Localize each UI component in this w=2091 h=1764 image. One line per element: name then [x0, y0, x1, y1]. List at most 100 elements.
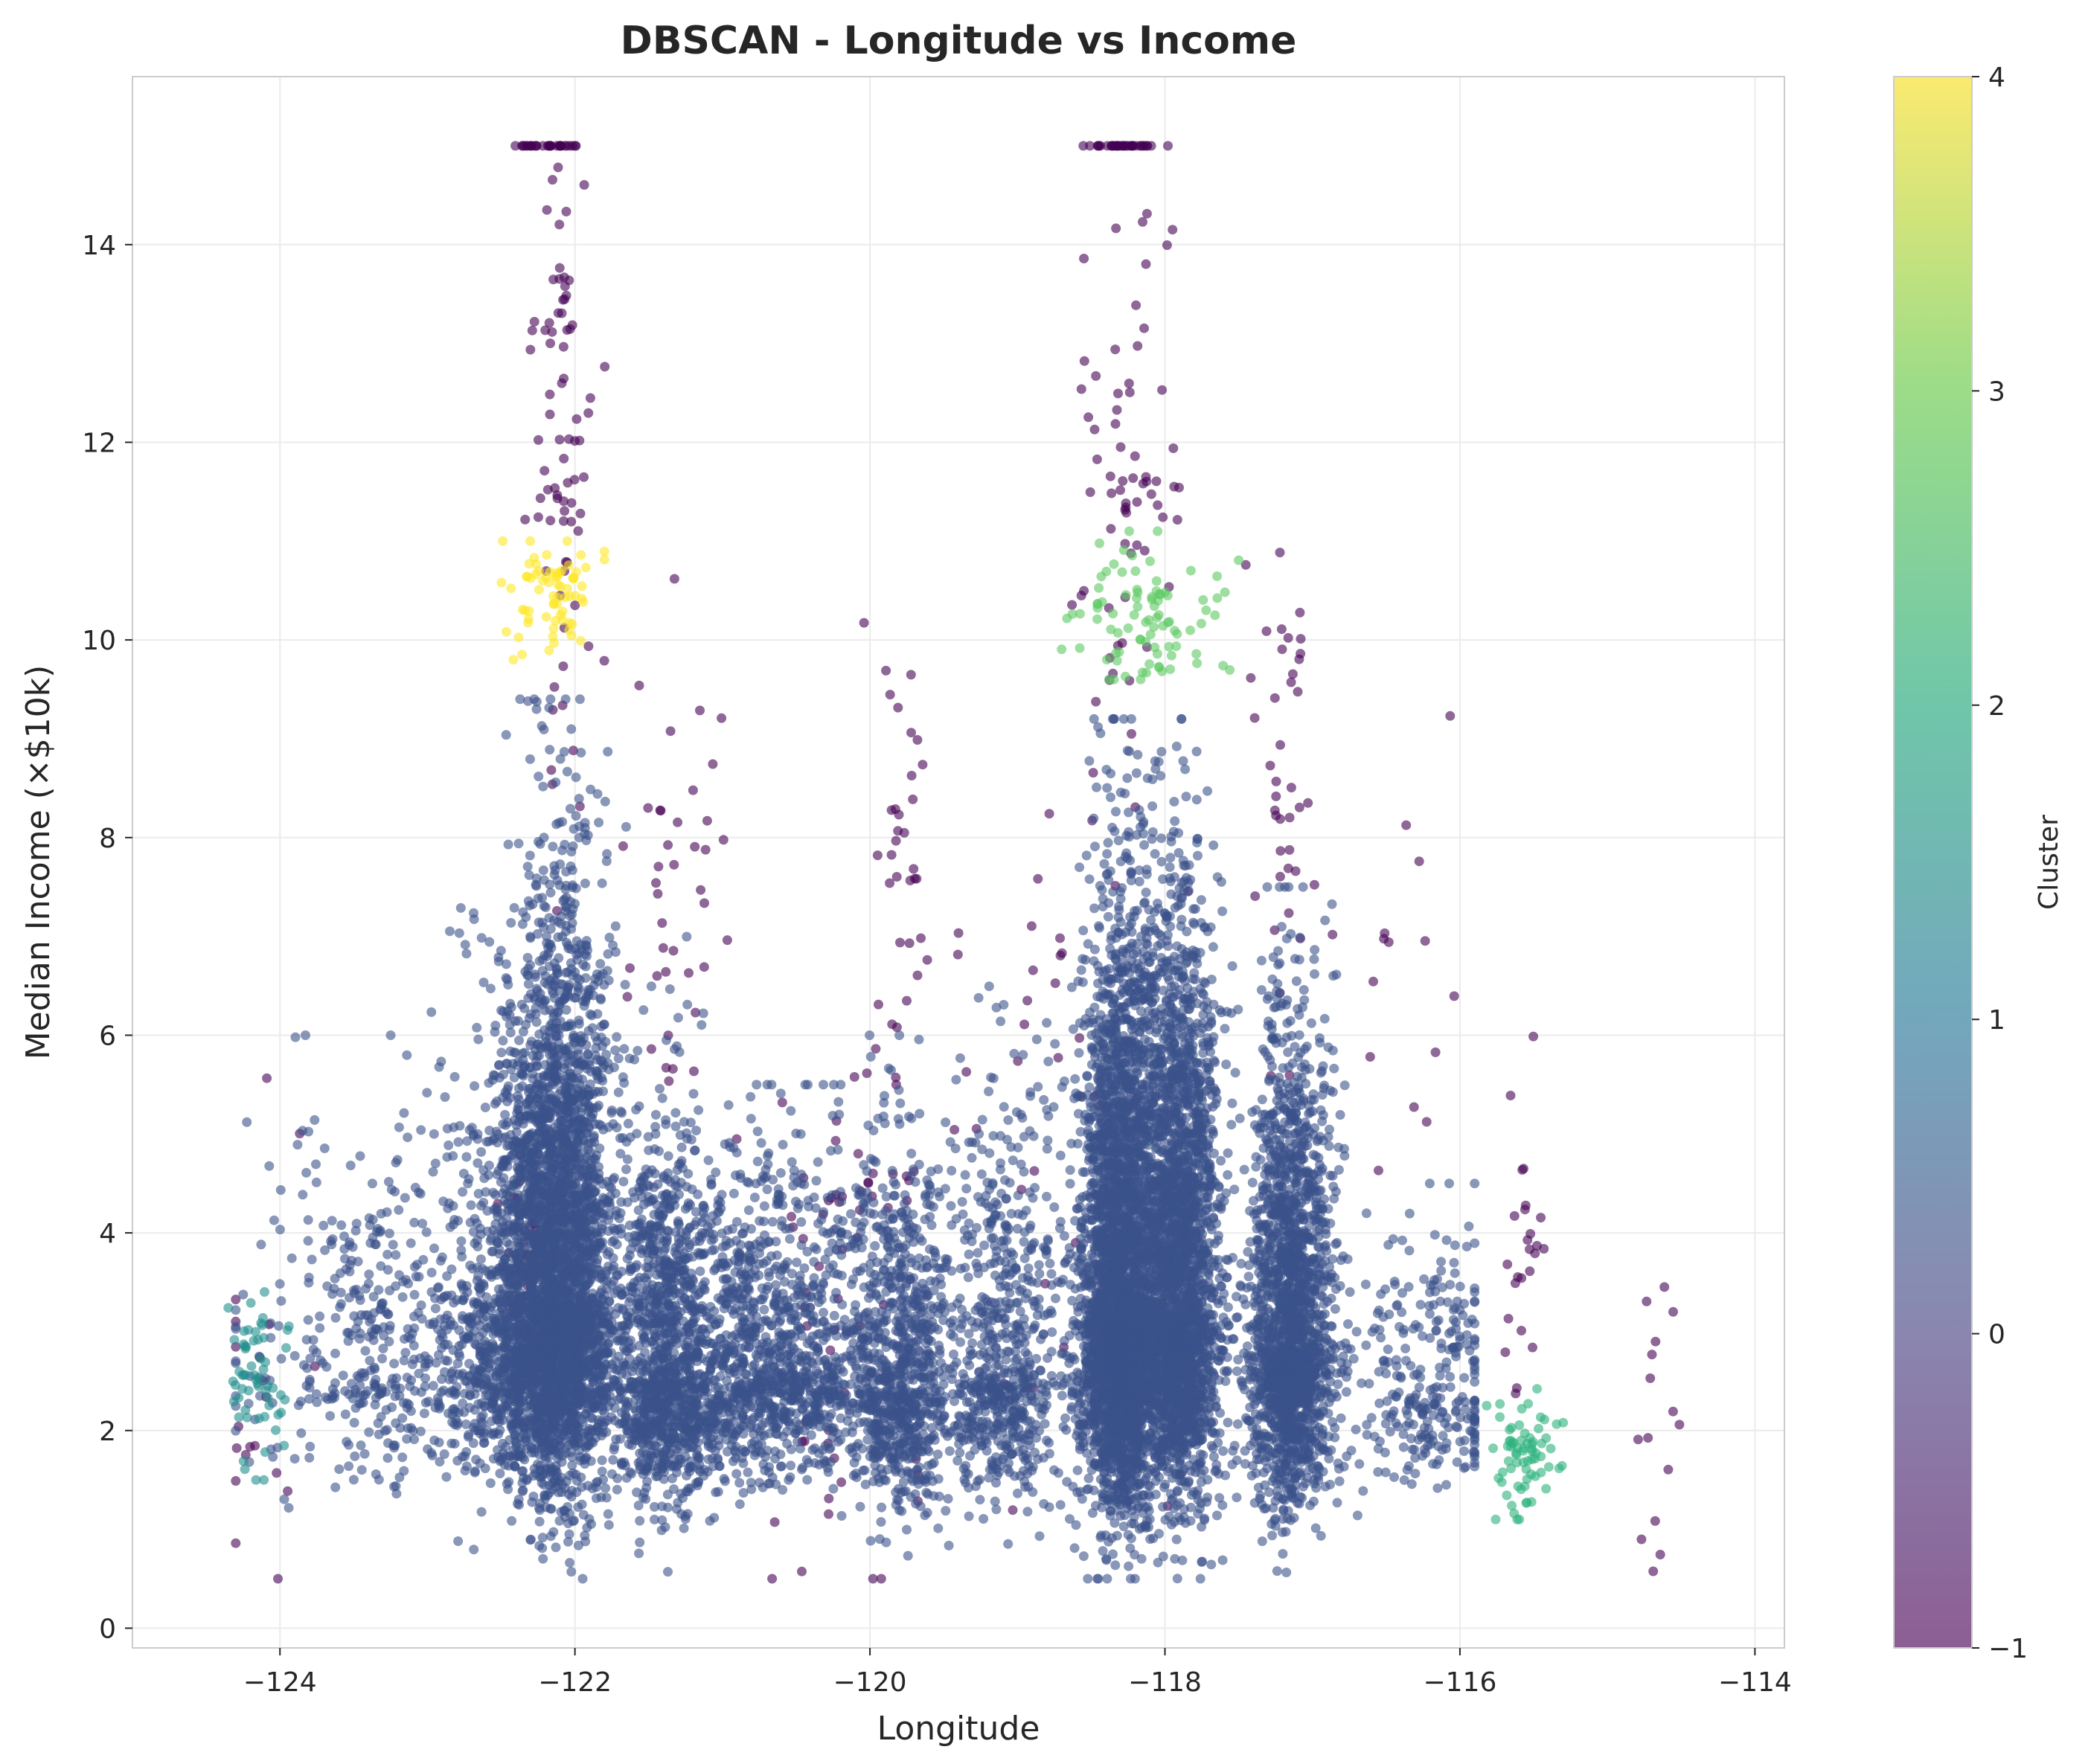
data-point [1374, 1165, 1383, 1176]
data-point [868, 1574, 878, 1584]
data-point [577, 1482, 587, 1492]
data-point [1127, 728, 1136, 739]
data-point [918, 760, 928, 770]
data-point [657, 918, 667, 928]
data-point [1240, 559, 1251, 570]
data-point [584, 1104, 595, 1114]
data-point [596, 1492, 606, 1502]
data-point [466, 1200, 476, 1210]
data-point [449, 1122, 459, 1132]
data-point [1146, 489, 1156, 499]
data-point [494, 1059, 505, 1070]
data-point [1303, 798, 1313, 808]
data-point [586, 1147, 596, 1158]
data-point [501, 959, 511, 969]
data-point [524, 1176, 534, 1187]
data-point [552, 968, 563, 978]
grid-lines [132, 77, 1784, 1648]
data-point [476, 1146, 487, 1157]
data-point [598, 1086, 608, 1097]
data-point [643, 803, 653, 813]
data-point [554, 1516, 565, 1526]
data-point [1094, 141, 1104, 151]
data-point [690, 841, 700, 852]
data-point [528, 1051, 538, 1061]
data-point [564, 1529, 574, 1539]
data-point [1284, 908, 1294, 918]
data-point [586, 1519, 596, 1529]
data-point [1365, 1052, 1375, 1062]
data-point [554, 953, 564, 963]
data-point [458, 1398, 468, 1408]
data-point [1502, 1259, 1513, 1269]
data-point [549, 681, 560, 692]
data-point [731, 1134, 742, 1144]
data-point [1530, 1248, 1540, 1259]
data-point [566, 724, 577, 734]
data-point [516, 999, 527, 1010]
data-point [595, 959, 606, 969]
data-point [1019, 1019, 1030, 1030]
data-point [886, 850, 897, 860]
data-point [533, 1243, 543, 1253]
data-point [1008, 1505, 1018, 1516]
data-point [1110, 344, 1121, 355]
data-point [586, 784, 596, 795]
data-point [577, 1574, 588, 1584]
data-point [902, 995, 912, 1006]
data-point [522, 862, 533, 872]
data-point [1076, 591, 1086, 600]
data-point [542, 205, 552, 215]
data-point [608, 1253, 618, 1263]
data-point [1172, 515, 1182, 525]
data-point [871, 1044, 881, 1054]
data-point [524, 870, 534, 880]
data-point [872, 850, 883, 861]
data-point [863, 1177, 874, 1187]
data-point [696, 885, 706, 895]
data-point [531, 141, 542, 151]
data-point [1133, 341, 1143, 351]
data-point [891, 836, 901, 846]
data-point [472, 1022, 482, 1033]
data-point [470, 1238, 480, 1248]
data-point [1153, 500, 1163, 510]
data-point [513, 838, 524, 849]
data-point [562, 325, 572, 335]
data-point [777, 1097, 787, 1108]
data-point [1650, 1336, 1661, 1347]
data-point [1139, 141, 1149, 151]
data-point [555, 998, 566, 1009]
data-point [613, 1053, 624, 1064]
data-point [563, 478, 573, 488]
data-point [518, 1452, 528, 1463]
data-point [563, 1536, 573, 1547]
data-point [531, 881, 542, 891]
data-point [545, 1460, 555, 1471]
data-point [577, 1074, 587, 1085]
data-point [579, 180, 589, 190]
data-point [503, 839, 513, 850]
data-point [510, 1462, 520, 1472]
data-point [583, 408, 594, 418]
data-point [1636, 1534, 1647, 1545]
data-point [566, 897, 575, 907]
data-point [600, 796, 610, 806]
data-point [689, 1066, 699, 1077]
data-point [525, 344, 536, 355]
data-point [496, 1048, 507, 1058]
data-point [1296, 634, 1306, 644]
data-point [574, 1019, 584, 1029]
data-point [545, 1062, 556, 1072]
data-point [663, 840, 673, 850]
data-point [534, 772, 544, 782]
data-point [545, 516, 556, 526]
data-point [548, 275, 559, 285]
data-point [518, 907, 528, 917]
data-point [1169, 481, 1179, 492]
data-point [603, 1509, 613, 1519]
data-point [1293, 687, 1303, 697]
data-point [1091, 371, 1101, 381]
data-point [525, 1009, 536, 1019]
